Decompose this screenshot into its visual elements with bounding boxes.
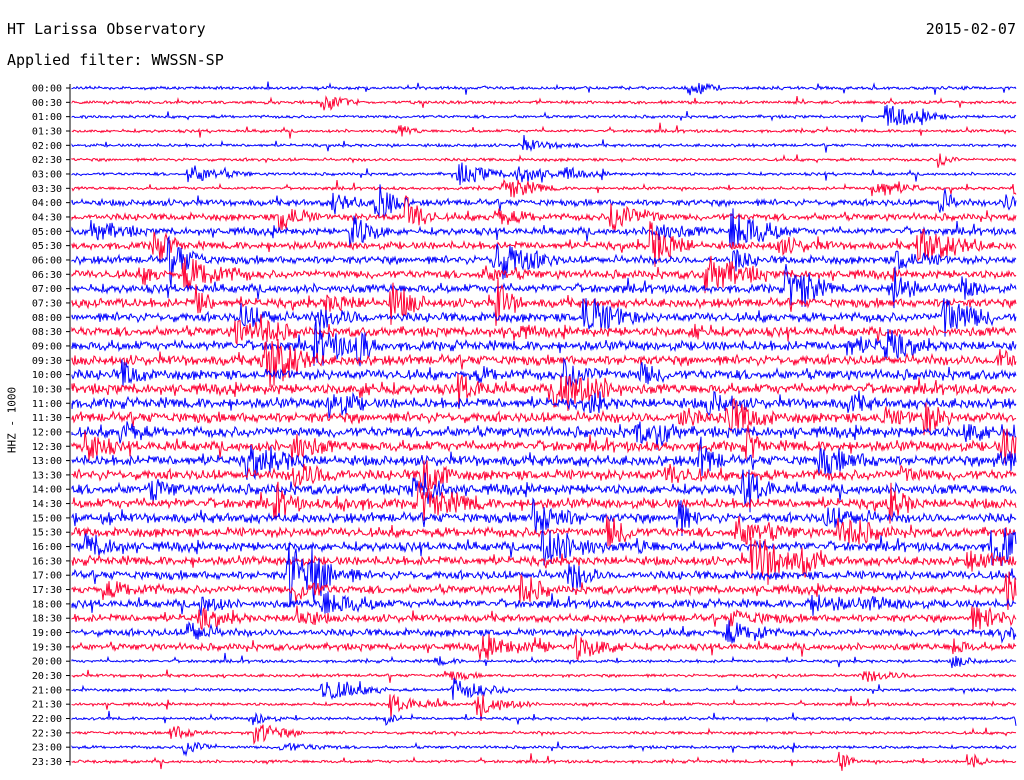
time-label: 10:00	[32, 370, 62, 381]
seismic-trace	[71, 421, 1017, 450]
seismic-trace	[71, 208, 1017, 249]
seismic-trace	[71, 81, 1017, 96]
time-label: 16:00	[32, 542, 62, 553]
time-label: 01:00	[32, 112, 62, 123]
time-label: 22:30	[32, 728, 62, 739]
time-label: 18:00	[32, 599, 62, 610]
time-label: 09:30	[32, 356, 62, 367]
seismic-trace	[71, 221, 1017, 267]
time-label: 20:00	[32, 657, 62, 668]
time-label: 23:30	[32, 757, 62, 768]
time-label: 15:00	[32, 513, 62, 524]
observatory-title: HT Larissa Observatory	[7, 20, 206, 38]
time-label: 23:00	[32, 743, 62, 754]
time-label: 22:00	[32, 714, 62, 725]
time-label: 17:30	[32, 585, 62, 596]
time-label: 11:00	[32, 399, 62, 410]
seismic-trace	[71, 397, 1017, 436]
time-label: 14:30	[32, 499, 62, 510]
time-label: 00:00	[32, 84, 62, 95]
seismic-trace	[71, 669, 1017, 683]
time-label: 05:00	[32, 227, 62, 238]
seismic-trace	[71, 95, 1017, 111]
seismic-trace	[71, 542, 1017, 608]
seismic-trace	[71, 436, 1017, 481]
time-label: 06:00	[32, 255, 62, 266]
seismic-trace	[71, 633, 1017, 661]
time-label: 13:00	[32, 456, 62, 467]
seismic-trace	[71, 460, 1017, 491]
filter-label: Applied filter: WWSSN-SP	[7, 51, 224, 69]
seismic-trace	[71, 314, 1017, 346]
seismic-trace	[71, 693, 1017, 721]
time-label: 21:30	[32, 700, 62, 711]
date-label: 2015-02-07	[925, 20, 1016, 38]
time-label: 12:00	[32, 427, 62, 438]
seismic-trace	[71, 497, 1017, 537]
time-label: 18:30	[32, 614, 62, 625]
seismic-trace	[71, 424, 1017, 464]
time-label: 05:30	[32, 241, 62, 252]
seismic-trace	[71, 751, 1017, 771]
time-label: 01:30	[32, 126, 62, 137]
time-label: 02:30	[32, 155, 62, 166]
seismic-trace	[71, 255, 1017, 294]
seismic-trace	[71, 710, 1017, 726]
seismic-trace	[71, 134, 1017, 153]
time-label: 19:30	[32, 642, 62, 653]
seismic-trace	[71, 390, 1017, 419]
time-label: 02:00	[32, 141, 62, 152]
time-label: 16:30	[32, 556, 62, 567]
seismic-trace	[71, 153, 1017, 168]
seismic-trace	[71, 724, 1017, 745]
seismic-trace	[71, 122, 1017, 139]
time-label: 15:30	[32, 528, 62, 539]
seismic-trace	[71, 319, 1017, 367]
time-label: 04:00	[32, 198, 62, 209]
time-label: 17:00	[32, 571, 62, 582]
time-label: 03:30	[32, 184, 62, 195]
seismic-trace	[71, 605, 1017, 632]
seismic-trace	[71, 357, 1017, 388]
seismic-trace	[71, 741, 1017, 757]
seismic-trace	[71, 469, 1017, 513]
time-label: 03:00	[32, 169, 62, 180]
time-label: 07:30	[32, 298, 62, 309]
time-label: 08:00	[32, 313, 62, 324]
seismic-trace	[71, 235, 1017, 287]
seismic-trace	[71, 591, 1017, 616]
time-label: 11:30	[32, 413, 62, 424]
time-label: 20:30	[32, 671, 62, 682]
seismic-trace	[71, 277, 1017, 326]
seismic-trace	[71, 480, 1017, 524]
seismic-trace	[71, 104, 1017, 126]
seismic-trace	[71, 677, 1017, 701]
seismic-trace	[71, 264, 1017, 309]
time-label: 21:00	[32, 685, 62, 696]
time-label: 09:00	[32, 341, 62, 352]
seismic-trace	[71, 537, 1017, 585]
time-label: 07:00	[32, 284, 62, 295]
seismic-trace	[71, 620, 1017, 644]
seismic-trace	[71, 528, 1017, 567]
seismic-trace	[71, 194, 1017, 232]
time-label: 10:30	[32, 384, 62, 395]
time-label: 13:30	[32, 470, 62, 481]
time-label: 06:30	[32, 270, 62, 281]
time-label: 04:30	[32, 212, 62, 223]
seismic-trace	[71, 571, 1017, 610]
time-label: 19:00	[32, 628, 62, 639]
time-label: 12:30	[32, 442, 62, 453]
seismic-trace	[71, 298, 1017, 337]
seismic-trace	[71, 178, 1017, 198]
time-label: 08:30	[32, 327, 62, 338]
seismic-trace	[71, 652, 1017, 669]
seismic-trace	[71, 373, 1017, 411]
seismic-trace	[71, 184, 1017, 219]
time-label: 14:00	[32, 485, 62, 496]
time-label: 00:30	[32, 98, 62, 109]
seismic-trace	[71, 162, 1017, 186]
seismic-trace	[71, 338, 1017, 388]
